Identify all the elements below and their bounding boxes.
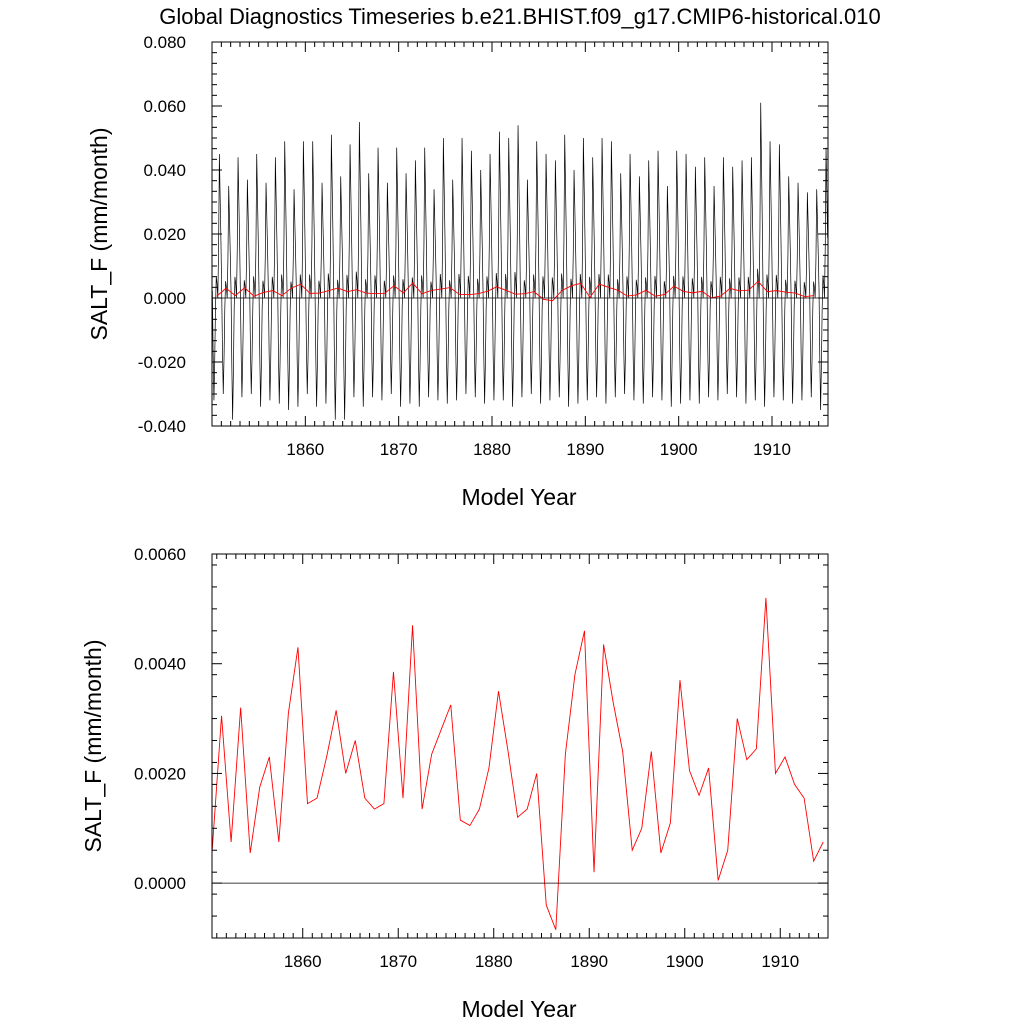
top-y-tick-label: 0.060: [143, 97, 186, 116]
bottom-x-tick-label: 1890: [570, 952, 608, 971]
bottom-annual-mean-line: [211, 597, 824, 930]
bottom-x-tick-label: 1900: [666, 952, 704, 971]
top-x-tick-label: 1910: [753, 440, 791, 459]
top-y-tick-label: 0.000: [143, 289, 186, 308]
top-x-tick-label: 1860: [286, 440, 324, 459]
bottom-series-group: [211, 597, 824, 930]
top-series-group: [212, 102, 828, 420]
bottom-x-tick-label: 1910: [761, 952, 799, 971]
bottom-panel: 1860 1870 1880 1890 1900 1910 0.0000 0.0020 0.00…: [80, 545, 829, 1022]
top-x-tick-label: 1890: [566, 440, 604, 459]
top-x-axis-label: Model Year: [461, 484, 576, 510]
top-annual-mean-line: [216, 280, 815, 302]
top-y-tick-label: 0.080: [143, 33, 186, 52]
top-y-tick-label: 0.040: [143, 161, 186, 180]
top-x-tick-label: 1880: [473, 440, 511, 459]
bottom-plot-frame: [211, 553, 829, 939]
bottom-y-axis-label: SALT_F (mm/month): [80, 640, 106, 853]
top-y-tick-label: -0.020: [138, 353, 186, 372]
top-monthly-series-line: [212, 102, 828, 420]
top-y-tick-label: -0.040: [138, 417, 186, 436]
top-y-axis-label: SALT_F (mm/month): [86, 128, 112, 341]
bottom-axes: 1860 1870 1880 1890 1900 1910 0.0000 0.0020 0.00…: [134, 545, 829, 971]
bottom-y-tick-label: 0.0040: [134, 655, 186, 674]
bottom-x-tick-label: 1860: [284, 952, 322, 971]
bottom-y-tick-label: 0.0020: [134, 764, 186, 783]
bottom-y-tick-label: 0.0000: [134, 874, 186, 893]
bottom-x-axis-label: Model Year: [461, 996, 576, 1022]
top-y-tick-label: 0.020: [143, 225, 186, 244]
top-x-tick-label: 1870: [380, 440, 418, 459]
bottom-x-tick-label: 1870: [379, 952, 417, 971]
top-axes: 1860 1870 1880 1890 1900 1910 -0.040 -0.020 0.00…: [138, 33, 829, 459]
bottom-x-tick-label: 1880: [475, 952, 513, 971]
chart-title: Global Diagnostics Timeseries b.e21.BHIS…: [159, 4, 880, 29]
top-panel: 1860 1870 1880 1890 1900 1910 -0.040 -0.020 0.00…: [86, 33, 829, 510]
bottom-y-tick-label: 0.0060: [134, 545, 186, 564]
top-x-tick-label: 1900: [660, 440, 698, 459]
